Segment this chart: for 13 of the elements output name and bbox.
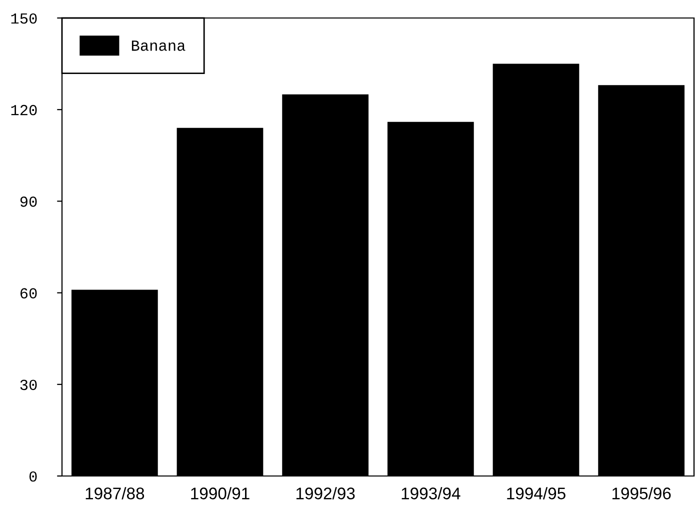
x-tick-label: 1993/94 — [402, 487, 460, 500]
x-tick-label: 1987/88 — [86, 487, 144, 500]
x-tick-label: 1995/96 — [612, 487, 671, 500]
x-tick-label: 1992/93 — [296, 487, 355, 500]
y-tick-label: 120 — [11, 104, 37, 116]
x-tick-label: 1990/91 — [191, 487, 250, 500]
x-tick-label: 1994/95 — [507, 487, 566, 500]
y-tick-label: 90 — [20, 196, 37, 207]
legend-label: Banana — [132, 40, 186, 51]
y-tick-label: 30 — [20, 380, 37, 390]
y-tick-label: 0 — [29, 471, 37, 482]
y-tick-label: 150 — [11, 13, 37, 24]
y-tick-label: 60 — [20, 288, 37, 298]
